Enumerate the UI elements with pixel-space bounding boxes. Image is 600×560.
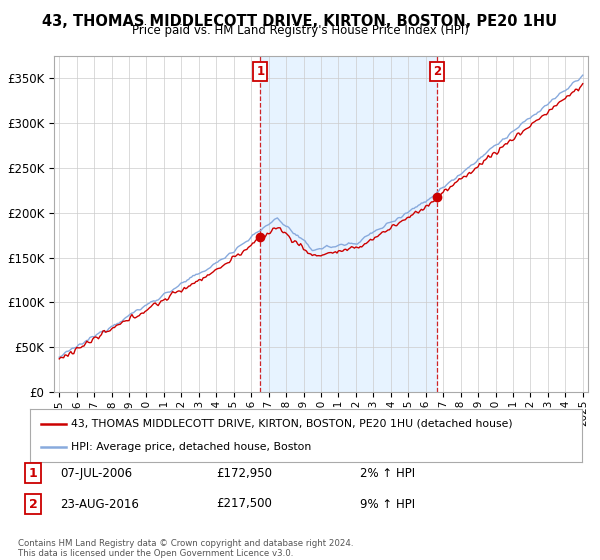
Text: £172,950: £172,950 <box>216 466 272 480</box>
Text: £217,500: £217,500 <box>216 497 272 511</box>
Text: 07-JUL-2006: 07-JUL-2006 <box>60 466 132 480</box>
Text: 2: 2 <box>29 497 37 511</box>
Text: 1: 1 <box>29 466 37 480</box>
Text: 2% ↑ HPI: 2% ↑ HPI <box>360 466 415 480</box>
Text: 2: 2 <box>433 65 441 78</box>
Text: Contains HM Land Registry data © Crown copyright and database right 2024.
This d: Contains HM Land Registry data © Crown c… <box>18 539 353 558</box>
Text: 43, THOMAS MIDDLECOTT DRIVE, KIRTON, BOSTON, PE20 1HU (detached house): 43, THOMAS MIDDLECOTT DRIVE, KIRTON, BOS… <box>71 419 513 429</box>
Bar <box>260 56 437 392</box>
Text: Price paid vs. HM Land Registry's House Price Index (HPI): Price paid vs. HM Land Registry's House … <box>131 24 469 37</box>
Text: HPI: Average price, detached house, Boston: HPI: Average price, detached house, Bost… <box>71 442 311 452</box>
Text: 43, THOMAS MIDDLECOTT DRIVE, KIRTON, BOSTON, PE20 1HU: 43, THOMAS MIDDLECOTT DRIVE, KIRTON, BOS… <box>43 14 557 29</box>
Text: 1: 1 <box>256 65 265 78</box>
Text: 23-AUG-2016: 23-AUG-2016 <box>60 497 139 511</box>
Text: 9% ↑ HPI: 9% ↑ HPI <box>360 497 415 511</box>
